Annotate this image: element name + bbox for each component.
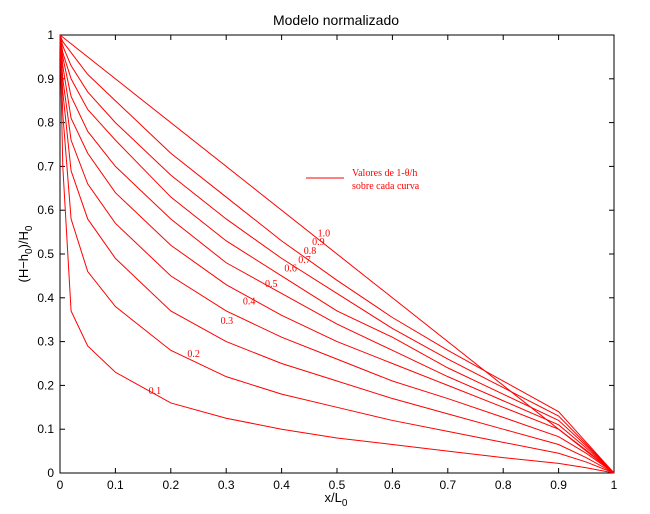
x-tick-label: 0.8 — [495, 478, 512, 492]
curve-0.2 — [59, 34, 615, 474]
curve-0.3 — [59, 34, 615, 474]
y-axis: 00.10.20.30.40.50.60.70.80.91 — [37, 28, 614, 480]
x-axis-label: x/L0 — [325, 490, 348, 509]
y-axis-label: (H−h0)/H0 — [16, 225, 35, 282]
curve-label-1.0: 1.0 — [318, 228, 331, 239]
x-tick-label: 0.4 — [273, 478, 290, 492]
curves — [59, 34, 615, 474]
curve-1.0 — [59, 34, 615, 474]
curve-0.1 — [59, 34, 615, 474]
y-tick-label: 0.1 — [37, 422, 54, 436]
x-tick-label: 0.1 — [107, 478, 124, 492]
x-tick-label: 0.5 — [329, 478, 346, 492]
y-axis-label-sub1: 0 — [24, 248, 35, 254]
curve-0.9 — [59, 34, 615, 474]
y-tick-label: 0.7 — [37, 159, 54, 173]
curve-0.5 — [59, 34, 615, 474]
curve-0.7 — [59, 34, 615, 474]
curve-label-0.8: 0.8 — [304, 246, 317, 257]
y-tick-label: 0.3 — [37, 335, 54, 349]
curve-label-0.4: 0.4 — [243, 296, 256, 307]
curve-0.4 — [59, 34, 615, 474]
x-tick-label: 1 — [611, 478, 618, 492]
legend-text-line1: Valores de 1-θ/h — [352, 168, 417, 179]
x-axis-label-sub: 0 — [342, 498, 348, 509]
y-tick-label: 0.2 — [37, 378, 54, 392]
curve-label-0.2: 0.2 — [187, 349, 200, 360]
curve-label-0.9: 0.9 — [312, 237, 325, 248]
y-tick-label: 0.8 — [37, 116, 54, 130]
x-tick-label: 0.2 — [162, 478, 179, 492]
y-tick-label: 0.5 — [37, 247, 54, 261]
y-tick-label: 1 — [47, 28, 54, 42]
curve-label-0.1: 0.1 — [149, 386, 162, 397]
x-tick-label: 0 — [57, 478, 64, 492]
curve-label-0.6: 0.6 — [284, 264, 297, 275]
legend: Valores de 1-θ/h sobre cada curva — [306, 168, 420, 192]
curve-label-0.5: 0.5 — [265, 279, 278, 290]
y-tick-label: 0.4 — [37, 291, 54, 305]
curve-0.8 — [59, 34, 615, 474]
x-tick-label: 0.3 — [218, 478, 235, 492]
x-tick-label: 0.6 — [384, 478, 401, 492]
y-axis-label-mid: )/H — [16, 231, 31, 248]
x-axis: 0 0.1 0.2 0.3 0.4 0.5 0.6 0.7 0.8 0.9 1 — [57, 35, 618, 492]
curve-label-0.3: 0.3 — [221, 316, 234, 327]
curve-0.6 — [59, 34, 615, 474]
legend-text-line2: sobre cada curva — [352, 181, 420, 192]
x-tick-label: 0.7 — [439, 478, 456, 492]
y-axis-label-pre: (H−h — [16, 254, 31, 283]
x-axis-label-main: x/L — [325, 490, 342, 505]
y-tick-label: 0.9 — [37, 72, 54, 86]
curve-label-0.7: 0.7 — [298, 255, 311, 266]
y-tick-label: 0 — [47, 466, 54, 480]
chart-title: Modelo normalizado — [273, 12, 399, 28]
x-tick-label: 0.9 — [550, 478, 567, 492]
y-tick-label: 0.6 — [37, 203, 54, 217]
y-axis-label-sub2: 0 — [24, 225, 35, 231]
curve-labels: 0.1 0.2 0.3 0.4 0.5 0.60.70.80.91.0 — [149, 228, 330, 397]
